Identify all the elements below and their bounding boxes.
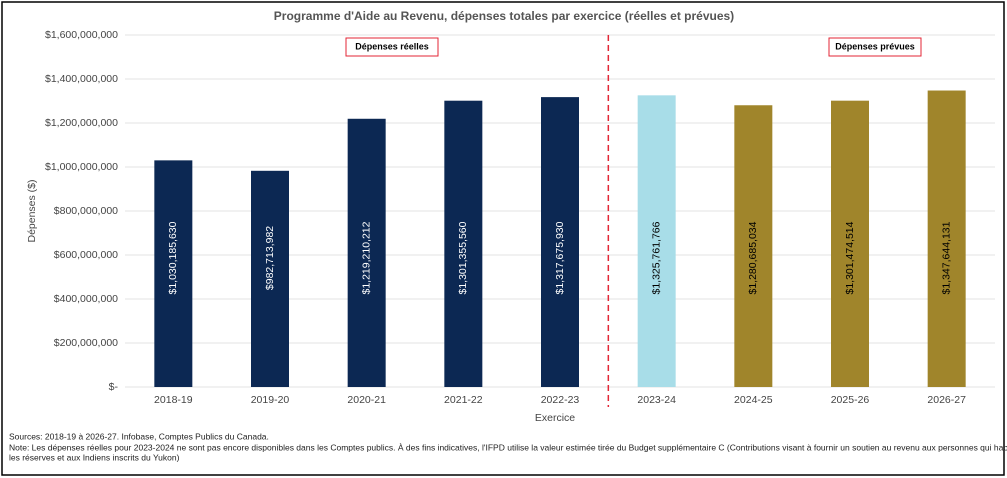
x-tick-label: 2024-25 [734, 394, 773, 406]
y-tick-label: $1,000,000,000 [45, 161, 118, 173]
annotation-box [828, 37, 922, 57]
bar [444, 100, 483, 387]
x-tick-label: 2023-24 [637, 394, 676, 406]
x-tick-label: 2021-22 [444, 394, 483, 406]
y-tick-label: $400,000,000 [54, 293, 118, 305]
x-tick-label: 2019-20 [251, 394, 290, 406]
y-tick-label: $- [109, 381, 119, 393]
source: Sources: 2018-19 à 2026-27. Infobase, Co… [9, 431, 269, 441]
bar [734, 105, 773, 387]
x-tick-label: 2025-26 [831, 394, 870, 406]
x-tick-label: 2022-23 [541, 394, 580, 406]
bar [541, 97, 579, 387]
x-axis-label: Exercice [535, 412, 575, 424]
value-label: $1,301,355,560 [457, 221, 469, 294]
y-axis-label: Dépenses ($) [26, 179, 38, 242]
value-label: $1,317,675,930 [554, 221, 566, 294]
note: les réserves et aux Indiens inscrits du … [9, 452, 180, 462]
bar [637, 95, 676, 388]
note: Note: Les dépenses réelles pour 2023-202… [9, 442, 1007, 452]
y-tick-label: $200,000,000 [54, 337, 118, 349]
annotation: Dépenses prévues [835, 41, 915, 51]
x-tick-label: 2026-27 [927, 394, 966, 406]
x-tick-label: 2018-19 [154, 394, 193, 406]
bar [154, 160, 193, 387]
annotation: Dépenses réelles [355, 41, 429, 51]
value-label: $1,325,761,766 [650, 221, 662, 294]
bar [347, 118, 386, 388]
value-label: $1,301,474,514 [844, 221, 856, 294]
y-tick-label: $1,400,000,000 [45, 73, 118, 85]
y-tick-label: $800,000,000 [54, 205, 118, 217]
y-tick-label: $1,600,000,000 [45, 29, 118, 41]
y-tick-label: $600,000,000 [54, 249, 118, 261]
value-label: $1,030,185,630 [167, 221, 179, 294]
value-label: $1,219,210,212 [360, 221, 372, 294]
bar [927, 90, 966, 388]
bar [831, 100, 869, 388]
chart-title: Programme d'Aide au Revenu, dépenses tot… [274, 9, 734, 23]
y-tick-label: $1,200,000,000 [45, 117, 118, 129]
bar [251, 170, 289, 387]
value-label: $1,347,644,131 [940, 221, 952, 294]
x-tick-label: 2020-21 [347, 394, 386, 406]
annotation-box [345, 37, 439, 57]
value-label: $982,713,982 [264, 226, 276, 290]
value-label: $1,280,685,034 [747, 221, 759, 294]
